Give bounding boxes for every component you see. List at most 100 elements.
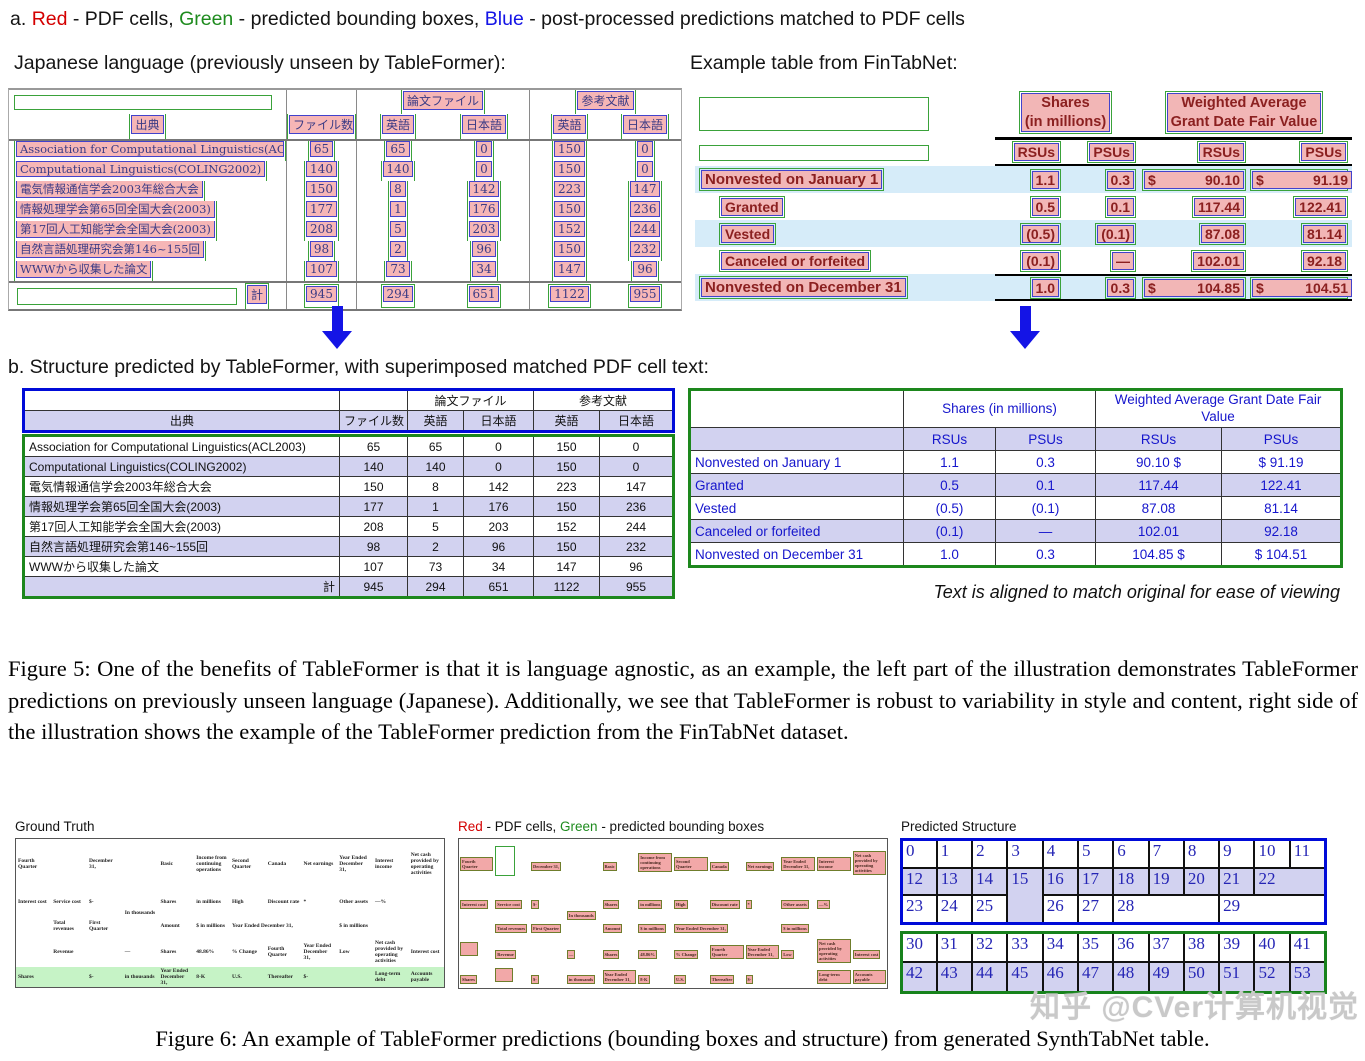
synthtab-row: Interest cost Service cost $- In thousands S… [16,889,445,916]
dollar-value: 104.51 [1305,279,1348,296]
bbox-cell: % Change [673,937,709,967]
caption-a-seg3: - post-processed predictions matched to … [523,8,965,30]
synthtab-row: Revenue — Shares 48.86% % Change Fourth Quart… [16,937,445,967]
bbox-table-cell: 34 [439,261,530,281]
bbox-table-cell: RSUs [1140,140,1250,166]
predicted-bbox: 0 [635,141,655,161]
table-cell: (0.1) [903,519,996,543]
structure-cell: 30 [900,931,938,963]
bbox-cell: Net cash provided by operating activitie… [852,839,888,889]
legend-red: Red [458,819,483,834]
pdf-cell-chip: Shares [602,949,620,959]
structure-cell: 14 [971,866,1009,896]
gt-cell: Interest cost [410,948,440,955]
caption-a-seg1: - PDF cells, [67,8,180,30]
structure-cell: 20 [1182,866,1221,896]
bbox-cell: Net cash provided by operating activitie… [816,937,852,967]
table-cell: 65 [339,435,408,457]
gt-cell: * [303,898,307,905]
table-cell: 0 [599,456,674,477]
bbox-table-row: 情報処理学会第65回全国大会(2003) 177 1 176 150 236 [9,201,681,221]
gt-cell: —% [375,898,386,905]
table-cell: 98 [339,536,408,557]
table-cell: 140 [339,456,408,477]
gt-cell: Other assets [339,898,369,905]
bbox-table-cell: RSUs [995,140,1065,166]
bbox-table-cell: 0.1 [1065,193,1140,220]
bbox-table-cell: 参考文献 [530,90,681,114]
table-cell: Shares (in millions) [902,389,1097,428]
pdf-cell-text: 0.3 [1106,170,1134,189]
structure-cell: 45 [1006,960,1044,994]
pdf-cell-chip: Shares [460,975,477,984]
table-cell: PSUs [994,427,1097,451]
bbox-table-cell: 651 [439,283,530,309]
predicted-bbox: 81.14 [1300,222,1348,245]
predicted-bbox: 244 [627,221,663,241]
pdf-cell-text: 140 [306,161,337,177]
table-cell: 90.10 $ [1095,450,1223,474]
bbox-table-cell: 論文ファイル [357,90,530,114]
table-cell: 81.14 [1221,496,1343,520]
table-cell: (0.5) [903,496,996,520]
bbox-table-cell: 294 [357,283,439,309]
pdf-cell-text: 147 [629,181,661,197]
data-row: Granted 0.5 0.1 117.44 122.41 [689,473,1343,497]
pdf-cell-text: PSUs [1301,143,1346,161]
table-cell: 8 [407,476,464,497]
bbox-cell: $ in millions [780,915,887,937]
bbox-table-row: 自然言語処理研究会第146~155回 98 2 96 150 232 [9,241,681,261]
bbox-table-cell: 0 [609,161,681,181]
predicted-bbox: (0.5) [1020,222,1061,245]
pdf-cell-text: 177 [306,201,337,217]
predicted-bbox: 1122 [548,284,591,308]
data-row: Vested (0.5) (0.1) 87.08 81.14 [689,496,1343,520]
gt-cell: $- [89,898,94,905]
pdf-cell-text: 294 [382,286,414,302]
ground-truth-label: Ground Truth [15,819,95,834]
structure-cell: 18 [1112,866,1150,896]
bbox-table-row: Canceled or forfeited (0.1) — 102.01 92.18 [695,247,1352,274]
predicted-bbox: Nonvested on January 1 [699,168,885,191]
table-cell: 出典 [23,410,340,432]
table-cell: 0 [599,435,674,457]
data-row: WWWから収集した論文 107 73 34 147 96 [23,556,674,577]
table-cell: 1122 [533,576,600,598]
predicted-bbox: 203 [466,221,502,241]
ground-truth-table: Fourth Quarter December 31, Basic Income fr… [15,838,445,988]
data-row: 自然言語処理研究会第146~155回 98 2 96 150 232 [23,536,674,557]
bbox-cell: Revenue [494,937,530,967]
bbox-table-row: Nonvested on January 1 1.1 0.3 $90.10 $91.19 [695,166,1352,193]
gt-cell: Year Ended December 31, [160,967,189,986]
synthtab-row: Interest cost Service cost $- In thousands S… [459,889,888,920]
pdf-cell-text: 945 [306,286,337,302]
predicted-bbox: $91.19 [1250,168,1352,191]
synthtab-row: Revenue — Shares 48.86% % Change Fourth Quart… [459,937,888,967]
predicted-bbox: 236 [627,201,663,221]
pdf-cell-text: 122.41 [1295,197,1346,216]
bbox-table-row: 論文ファイル 参考文献 [9,90,681,114]
bbox-label-seg1: - PDF cells, [482,819,561,834]
bbox-table-cell: 117.44 [1140,193,1250,220]
predicted-bbox: Computational Linguistics(COLING2002) [14,161,268,181]
gt-cell: Accounts payable [410,970,433,983]
table-cell: (0.1) [994,496,1097,520]
pdf-cell-text: 1.0 [1031,278,1059,297]
structure-cell: 25 [971,893,1009,925]
pdf-cell-chip: Basic [602,861,617,871]
pdf-cell-text: 参考文献 [577,90,634,110]
bbox-table-cell: 日本語 [609,114,681,139]
bbox-cell: $ in millions [637,915,673,937]
bbox-table-cell [695,88,995,140]
predicted-bbox: 177 [304,201,339,221]
pdf-cell-text: Nonvested on December 31 [701,278,906,297]
pdf-cell-text: RSUs [1013,143,1059,161]
predicted-bbox: 232 [627,241,663,261]
structure-cell: 52 [1253,960,1291,994]
table-cell: 122.41 [1221,473,1343,497]
predicted-bbox-empty [699,145,929,161]
alignment-note: Text is aligned to match original for ea… [933,582,1340,602]
bbox-cell: Low [780,937,816,967]
figure6-caption: Figure 6: An example of TableFormer pred… [155,1026,1210,1051]
bbox-table-cell: 0 [439,161,530,181]
